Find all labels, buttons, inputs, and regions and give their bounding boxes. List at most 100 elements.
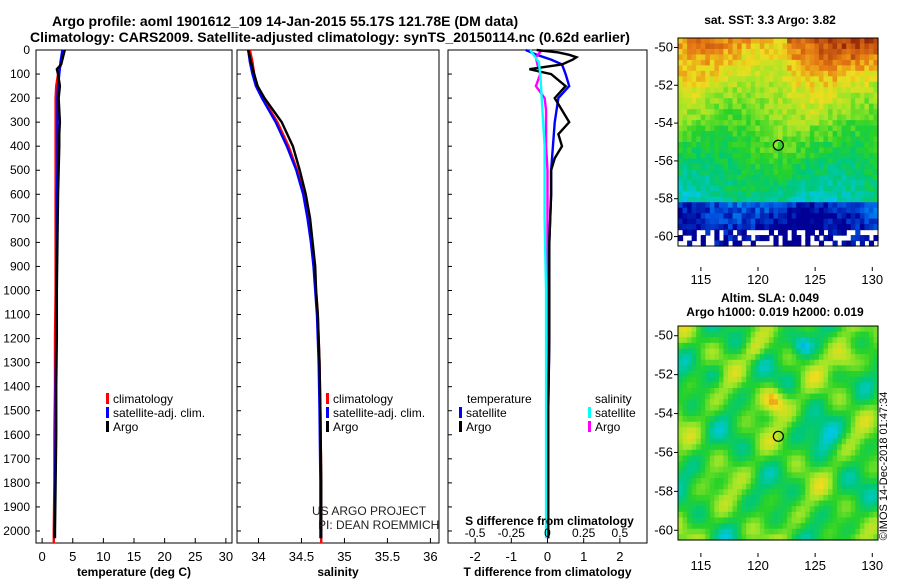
map-cell [841, 147, 847, 154]
map-cell [787, 534, 793, 541]
map-cell [746, 202, 752, 209]
map-cell [718, 483, 725, 490]
map-cell [864, 444, 870, 451]
map-cell [800, 158, 806, 165]
map-cell [755, 120, 761, 127]
map-cell [718, 54, 725, 61]
map-cell [687, 359, 693, 367]
map-cell [750, 76, 756, 83]
map-cell [759, 326, 765, 333]
map-cell [809, 218, 815, 225]
map-cell [741, 399, 747, 406]
map-cell [759, 158, 765, 165]
map-cell [705, 438, 711, 445]
map-cell [823, 92, 829, 99]
map-cell [837, 202, 843, 209]
map-cell [764, 466, 770, 474]
map-cell [741, 371, 747, 378]
map-cell [855, 387, 861, 395]
map-cell [800, 81, 806, 88]
map-cell [868, 38, 875, 45]
map-cell [859, 213, 865, 220]
map-cell [846, 523, 852, 530]
map-cell [737, 114, 743, 121]
map-cell [868, 196, 875, 203]
map-cell [868, 438, 875, 445]
map-cell [700, 478, 706, 485]
map-cell [832, 213, 838, 220]
map-cell [755, 427, 761, 434]
map-cell [714, 87, 720, 94]
map-cell [696, 466, 702, 474]
map-cell [809, 152, 815, 160]
map-cell [855, 169, 861, 176]
map-cell [782, 87, 788, 94]
map-cell [832, 169, 838, 176]
map-cell [732, 444, 738, 451]
map-cell [687, 342, 693, 350]
map-cell [809, 185, 815, 192]
map-cell [818, 38, 825, 45]
map-cell [691, 449, 697, 457]
map-cell [728, 359, 734, 367]
map-cell [846, 87, 852, 94]
map-cell [755, 494, 761, 502]
map-cell [773, 342, 779, 350]
map-cell [764, 421, 770, 428]
map-cell [868, 342, 875, 350]
map-cell [791, 478, 797, 485]
map-cell [837, 494, 843, 502]
map-cell [768, 461, 775, 468]
map-cell [782, 43, 788, 50]
map-cell [809, 147, 815, 154]
map-cell [859, 76, 865, 83]
map-cell [759, 131, 765, 138]
map-cell [850, 365, 856, 372]
map-cell [768, 191, 775, 198]
figure-title: Argo profile: aoml 1901612_109 14-Jan-20… [52, 13, 519, 29]
map-cell [682, 410, 688, 417]
map-cell [705, 196, 711, 203]
map-cell [868, 410, 875, 417]
map-cell [864, 142, 870, 149]
map-cell [728, 427, 734, 434]
map-cell [718, 331, 725, 338]
map-cell [832, 433, 838, 440]
map-cell [837, 229, 843, 236]
map-cell [737, 506, 743, 513]
map-cell [864, 354, 870, 361]
map-cell [687, 528, 693, 535]
map-cell [832, 478, 838, 485]
map-cell [755, 331, 761, 338]
map-cell [750, 348, 756, 355]
map-cell [859, 103, 865, 110]
map-cell [691, 229, 697, 236]
map-cell [796, 444, 802, 451]
map-cell [691, 65, 697, 72]
map-cell [814, 500, 820, 507]
map-cell [759, 235, 765, 242]
map-cell [809, 359, 815, 367]
map-cell [818, 202, 825, 209]
map-cell [791, 131, 797, 138]
map-cell [818, 478, 825, 485]
map-cell [714, 65, 720, 72]
map-cell [709, 213, 715, 220]
map-cell [814, 466, 820, 474]
sal-legend-satellite-label: satellite-adj. clim. [333, 406, 425, 420]
map-cell [796, 48, 802, 56]
map-cell [864, 371, 870, 378]
map-cell [732, 421, 738, 428]
map-cell [700, 125, 706, 132]
map-cell [750, 98, 756, 105]
map-cell [709, 174, 715, 181]
map-cell [828, 229, 834, 236]
map-cell [718, 70, 725, 77]
map-cell [846, 70, 852, 77]
map-cell [687, 169, 693, 176]
map-cell [682, 393, 688, 400]
map-cell [723, 444, 729, 451]
map-cell [850, 455, 856, 462]
map-cell [814, 382, 820, 389]
map-cell [787, 472, 793, 479]
